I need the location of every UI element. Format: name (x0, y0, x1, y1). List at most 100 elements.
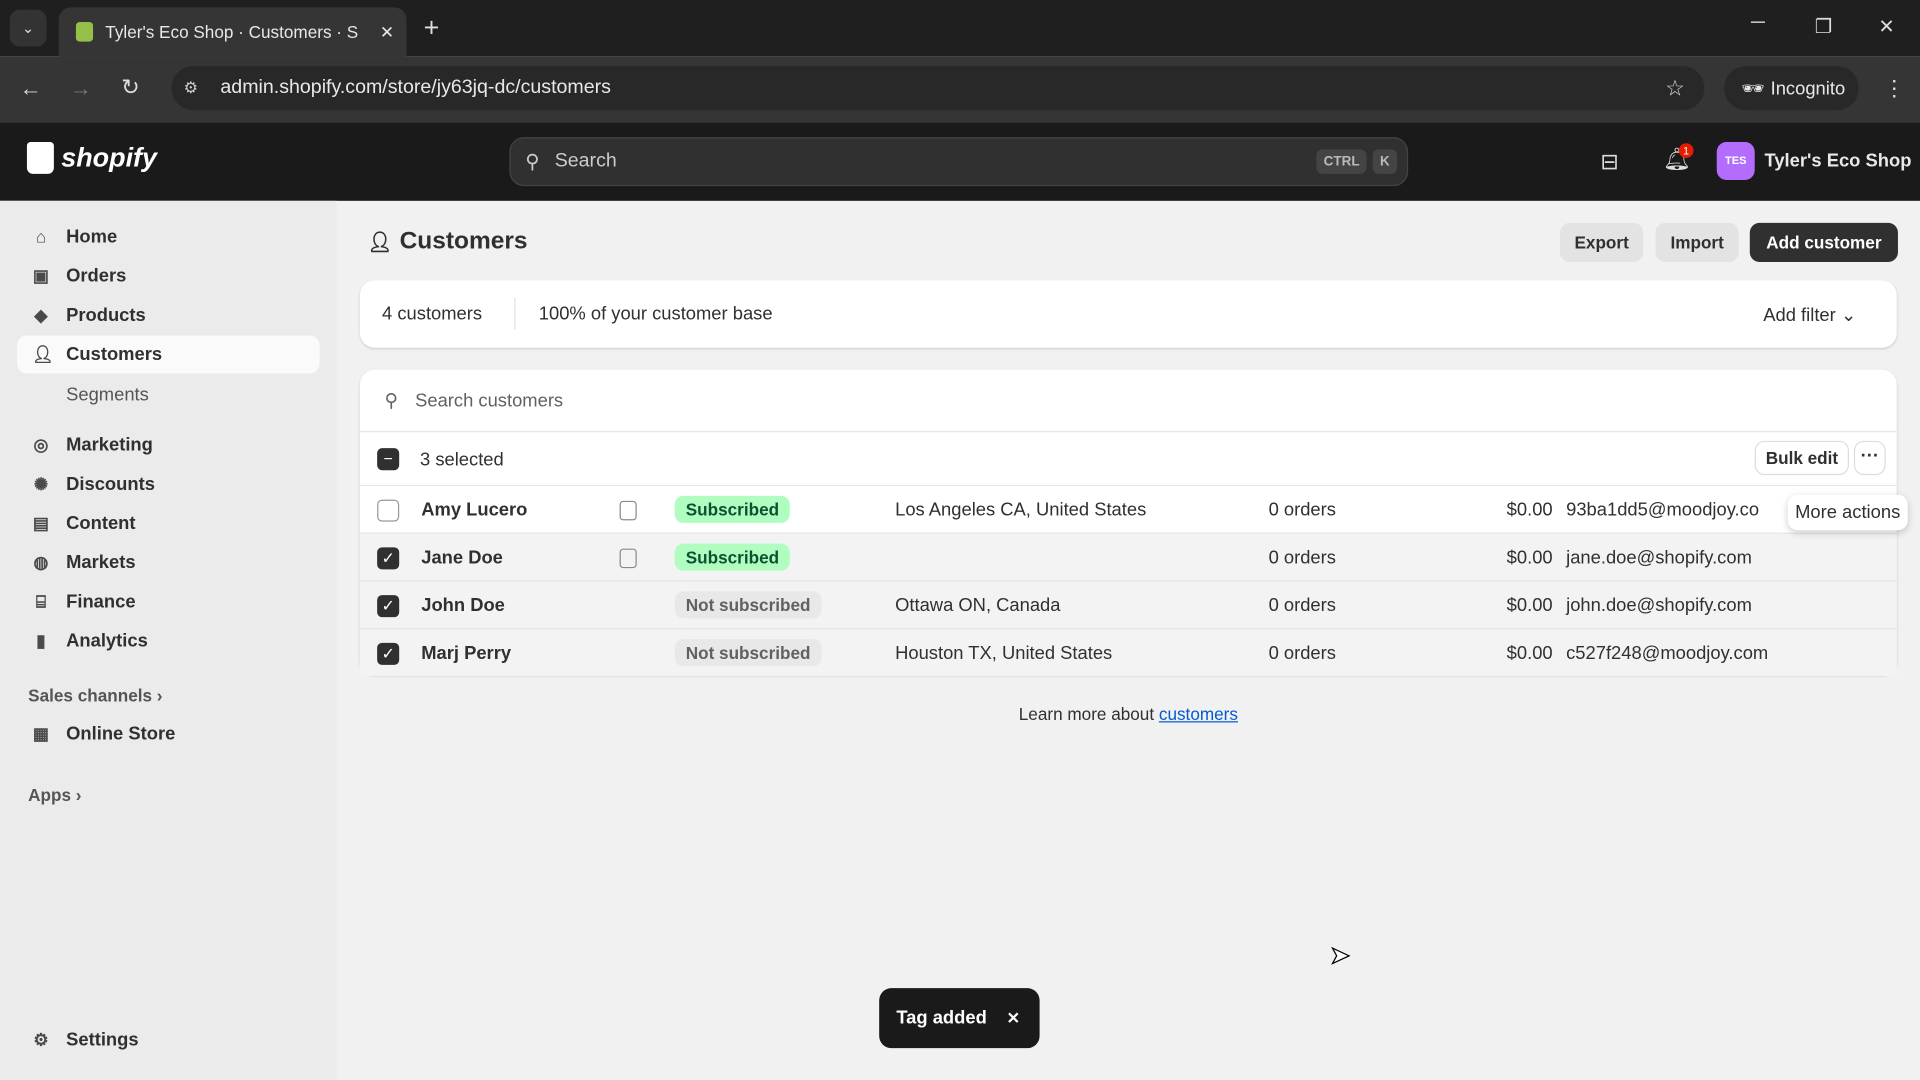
sales-channels-heading[interactable]: Sales channels › (28, 686, 162, 706)
inbox-icon[interactable]: ⊟ (1600, 149, 1619, 174)
nav-analytics[interactable]: ▮ Analytics (17, 622, 319, 660)
restore-icon[interactable]: ❐ (1814, 17, 1833, 38)
site-settings-icon[interactable]: ⚙ (183, 78, 198, 97)
incognito-icon: 🕶 (1741, 78, 1765, 100)
new-tab-icon[interactable]: + (423, 12, 440, 43)
selected-count: 3 selected (420, 449, 504, 471)
nav-label: Products (66, 304, 146, 326)
customer-location: Houston TX, United States (895, 642, 1113, 664)
nav-label: Online Store (66, 723, 176, 745)
globe-icon: ◍ (33, 552, 49, 572)
url-text: admin.shopify.com/store/jy63jq-dc/custom… (220, 77, 611, 98)
nav-label: Analytics (66, 630, 148, 652)
browser-menu-icon[interactable]: ⋮ (1883, 75, 1906, 101)
table-row[interactable]: ✓ Jane Doe Subscribed 0 orders $0.00 jan… (360, 532, 1897, 581)
customer-base-percent: 100% of your customer base (538, 303, 773, 325)
reload-icon[interactable]: ↻ (121, 74, 140, 100)
row-checkbox[interactable]: ✓ (377, 547, 400, 570)
sidebar: ⌂ Home ▣ Orders ◆ Products 👤︎ Customers Segm… (0, 200, 337, 1080)
back-icon[interactable]: ← (19, 75, 42, 101)
bulk-edit-button[interactable]: Bulk edit (1754, 440, 1850, 476)
customer-location: Ottawa ON, Canada (895, 595, 1061, 616)
nav-content[interactable]: ▤ Content (17, 504, 319, 542)
customer-search[interactable]: ⚲ Search customers (360, 370, 1897, 431)
customer-email: c527f248@moodjoy.com (1566, 642, 1769, 664)
order-count: 0 orders (1268, 499, 1336, 521)
tag-icon: ◆ (34, 304, 48, 325)
incognito-indicator[interactable]: 🕶 Incognito (1724, 66, 1859, 111)
shortcut-ctrl: CTRL (1316, 149, 1367, 174)
apps-heading[interactable]: Apps › (28, 785, 81, 805)
learn-more-text: Learn more about (1018, 704, 1155, 724)
more-actions-tooltip: More actions (1787, 494, 1908, 531)
divider (514, 297, 516, 330)
customers-help-link[interactable]: customers (1158, 704, 1238, 724)
target-icon: ◎ (33, 434, 49, 455)
select-all-checkbox[interactable]: − (377, 448, 400, 471)
customer-name[interactable]: Marj Perry (421, 642, 512, 664)
nav-online-store[interactable]: ▦ Online Store (17, 715, 319, 753)
search-icon: ⚲ (384, 390, 398, 412)
page-title-text: Customers (399, 227, 528, 255)
subscription-badge: Subscribed (674, 543, 791, 571)
amount-spent: $0.00 (1506, 642, 1553, 664)
chevron-right-icon: › (156, 685, 163, 706)
nav-markets[interactable]: ◍ Markets (17, 544, 319, 582)
minimize-icon[interactable]: ─ (1751, 12, 1765, 34)
chevron-right-icon: › (75, 784, 82, 805)
customer-name[interactable]: John Doe (421, 595, 505, 616)
bookmark-star-icon[interactable]: ☆ (1665, 75, 1685, 100)
content-icon: ▤ (32, 513, 50, 533)
close-toast-icon[interactable]: ✕ (1006, 1008, 1021, 1027)
customer-name[interactable]: Amy Lucero (421, 499, 528, 521)
amount-spent: $0.00 (1506, 547, 1553, 569)
order-count: 0 orders (1268, 595, 1336, 616)
row-checkbox[interactable]: ✓ (377, 595, 400, 618)
more-actions-button[interactable]: ··· (1853, 440, 1886, 476)
tab-list-button[interactable]: ⌄ (9, 9, 47, 47)
nav-products[interactable]: ◆ Products (17, 296, 319, 334)
row-checkbox[interactable] (377, 499, 400, 522)
customer-name[interactable]: Jane Doe (421, 547, 503, 569)
subscription-badge: Not subscribed (674, 639, 822, 667)
nav-discounts[interactable]: ✺ Discounts (17, 465, 319, 503)
shopify-bag-icon (26, 142, 54, 174)
search-placeholder: Search (554, 150, 617, 172)
add-filter-label: Add filter (1763, 304, 1836, 326)
nav-finance[interactable]: ⌸ Finance (17, 583, 319, 621)
store-icon: ▦ (32, 723, 50, 744)
nav-home[interactable]: ⌂ Home (17, 218, 319, 256)
close-window-icon[interactable]: ✕ (1878, 17, 1895, 38)
nav-label: Discounts (66, 473, 155, 495)
summary-card: 4 customers 100% of your customer base A… (360, 280, 1897, 348)
nav-marketing[interactable]: ◎ Marketing (17, 426, 319, 464)
nav-orders[interactable]: ▣ Orders (17, 257, 319, 295)
nav-settings[interactable]: ⚙ Settings (17, 1021, 319, 1059)
toast: Tag added ✕ (879, 988, 1040, 1049)
note-icon (619, 500, 637, 521)
url-bar[interactable]: ⚙ admin.shopify.com/store/jy63jq-dc/cust… (171, 66, 1705, 111)
add-customer-button[interactable]: Add customer (1749, 222, 1898, 263)
store-menu[interactable]: TES Tyler's Eco Shop (1716, 142, 1911, 181)
shopify-logo[interactable]: shopify (26, 142, 157, 174)
row-checkbox[interactable]: ✓ (377, 642, 400, 665)
export-button[interactable]: Export (1560, 222, 1644, 263)
browser-tab[interactable]: Tyler's Eco Shop · Customers · S ✕ (58, 7, 407, 57)
chart-icon: ▮ (36, 630, 46, 651)
table-row[interactable]: ✓ Marj Perry Not subscribed Houston TX, … (360, 628, 1897, 676)
table-row[interactable]: ✓ John Doe Not subscribed Ottawa ON, Can… (360, 580, 1897, 629)
close-tab-icon[interactable]: ✕ (379, 21, 395, 42)
subscription-badge: Subscribed (674, 495, 791, 523)
discount-icon: ✺ (33, 473, 49, 494)
nav-segments[interactable]: Segments (17, 376, 319, 414)
nav-label: Customers (66, 344, 163, 365)
note-icon (619, 548, 637, 569)
forward-icon[interactable]: → (69, 75, 92, 101)
global-search[interactable]: ⚲ Search CTRL K (509, 137, 1409, 187)
add-filter-button[interactable]: Add filter ⌄ (1763, 304, 1856, 326)
table-row[interactable]: Amy Lucero Subscribed Los Angeles CA, Un… (360, 484, 1897, 533)
import-button[interactable]: Import (1655, 222, 1739, 263)
nav-customers[interactable]: 👤︎ Customers (17, 335, 320, 374)
nav-label: Segments (66, 384, 149, 406)
bulk-actions-bar: − 3 selected Bulk edit ··· (360, 431, 1897, 485)
